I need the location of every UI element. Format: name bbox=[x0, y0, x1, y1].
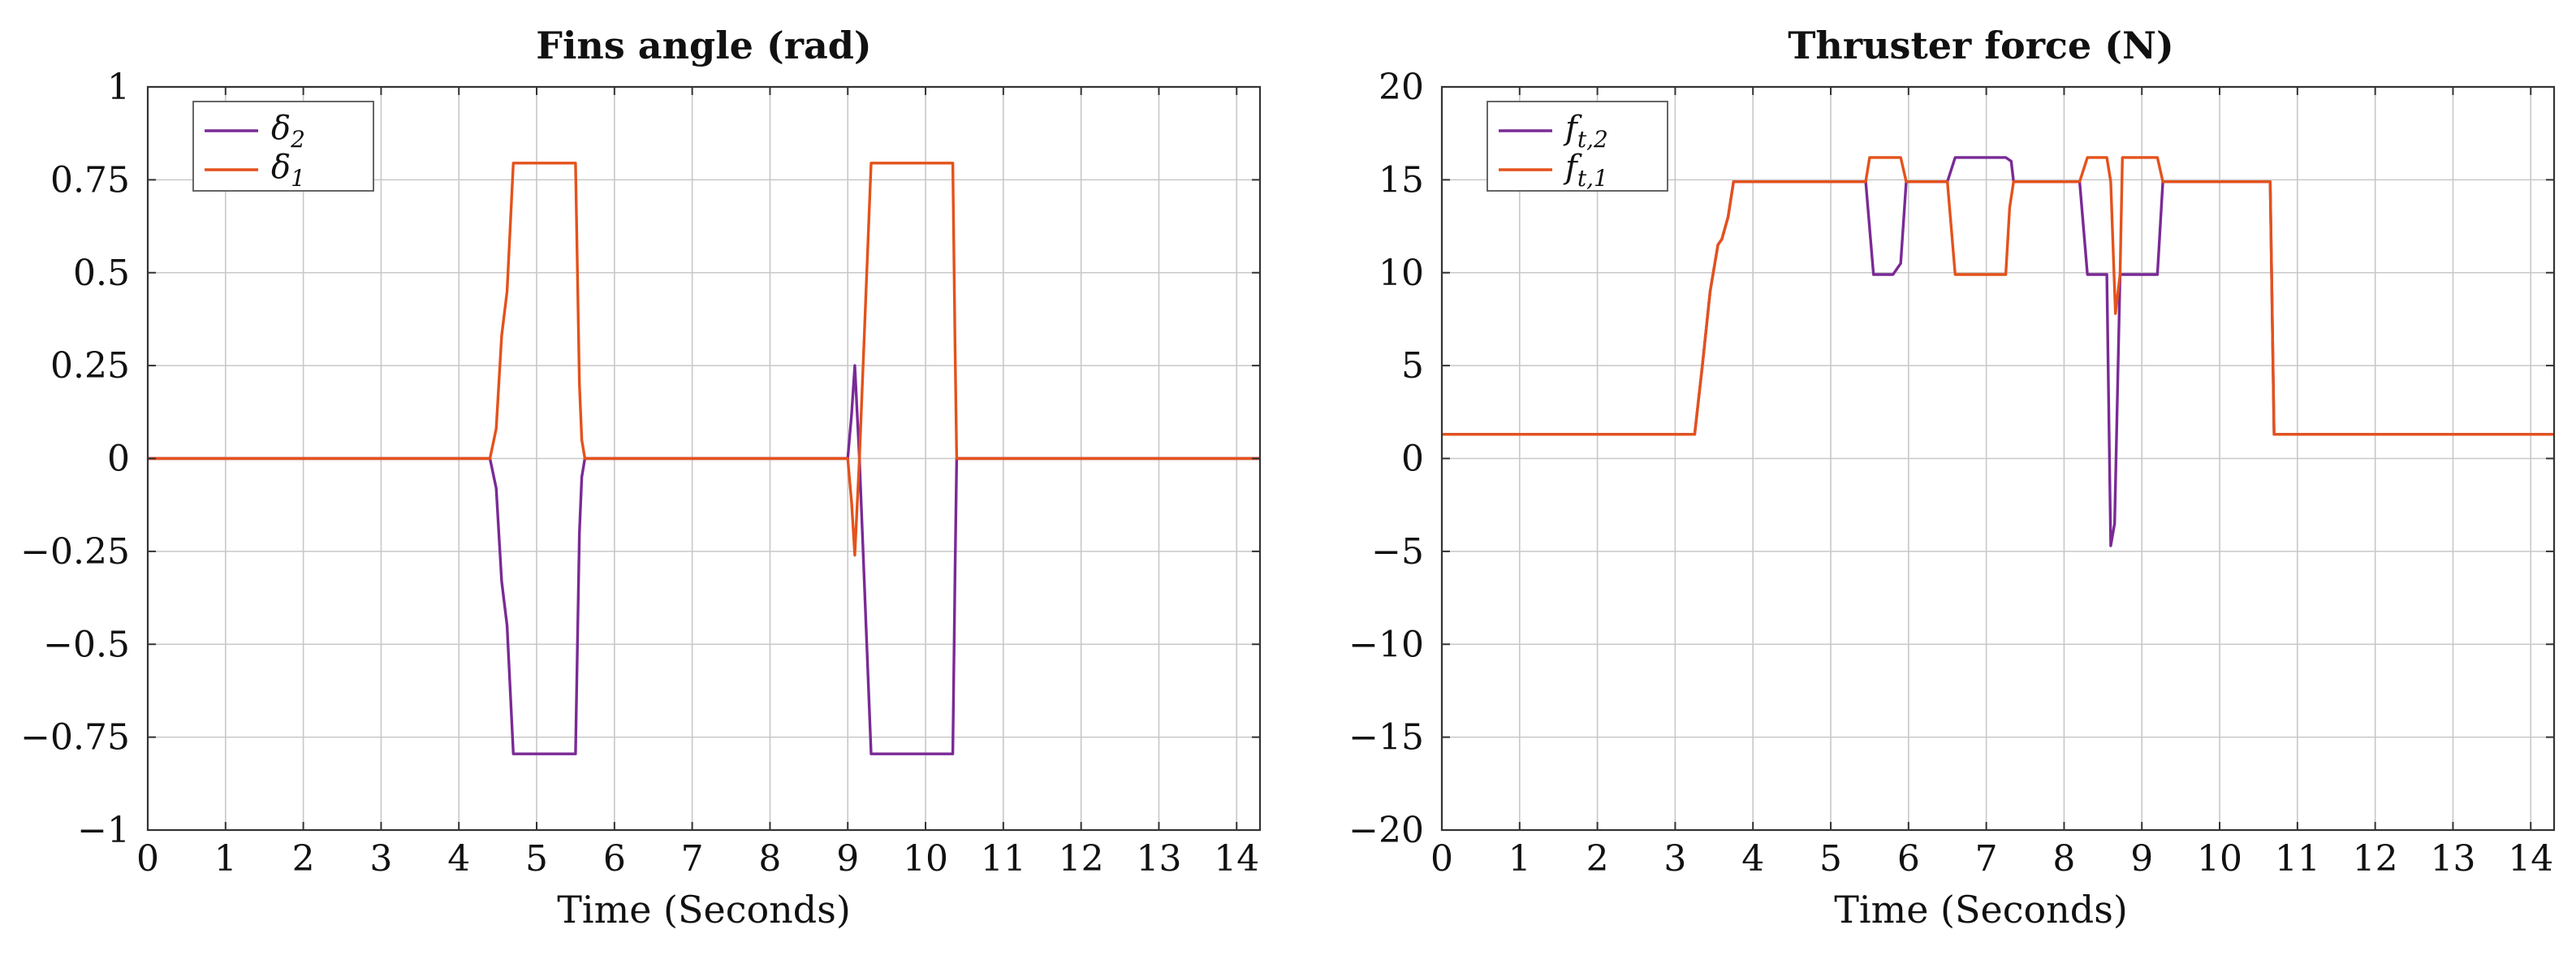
y-tick-label: −15 bbox=[1348, 717, 1424, 759]
x-tick-label: 11 bbox=[981, 838, 1026, 880]
y-tick-label: 20 bbox=[1379, 67, 1424, 108]
y-tick-label: 0.25 bbox=[50, 345, 130, 387]
y-tick-label: 1 bbox=[107, 67, 130, 108]
x-tick-label: 6 bbox=[603, 838, 626, 880]
y-tick-label: −10 bbox=[1348, 624, 1424, 665]
x-tick-label: 2 bbox=[1586, 838, 1609, 880]
x-tick-label: 3 bbox=[1663, 838, 1686, 880]
y-tick-label: 0 bbox=[1401, 439, 1424, 480]
x-tick-label: 4 bbox=[1741, 838, 1764, 880]
x-tick-label: 9 bbox=[836, 838, 859, 880]
x-tick-label: 8 bbox=[758, 838, 781, 880]
y-tick-label: 15 bbox=[1379, 159, 1424, 201]
y-tick-label: 0.5 bbox=[73, 253, 130, 294]
x-tick-label: 8 bbox=[2052, 838, 2075, 880]
x-tick-label: 13 bbox=[1136, 838, 1181, 880]
x-tick-label: 10 bbox=[903, 838, 948, 880]
chart-title: Fins angle (rad) bbox=[536, 24, 871, 67]
grid bbox=[1442, 87, 2554, 830]
x-tick-label: 4 bbox=[447, 838, 470, 880]
x-tick-label: 5 bbox=[525, 838, 548, 880]
y-tick-label: −20 bbox=[1348, 810, 1424, 851]
x-tick-label: 12 bbox=[2353, 838, 2398, 880]
series-line-2 bbox=[1442, 156, 2554, 436]
x-tick-label: 2 bbox=[292, 838, 315, 880]
ticks: 0 1 2 3 4 5 6 7 8 9 10 11 12 13 1410.750.50.250−0.25−0… bbox=[20, 67, 1260, 880]
legend: ft,2ft,1 bbox=[1486, 101, 1668, 192]
x-axis-label: Time (Seconds) bbox=[1834, 888, 2128, 932]
x-tick-label: 13 bbox=[2430, 838, 2475, 880]
x-tick-label: 14 bbox=[1214, 838, 1259, 880]
y-tick-label: 0.75 bbox=[50, 159, 130, 201]
y-tick-label: −0.75 bbox=[20, 717, 130, 759]
x-axis-label: Time (Seconds) bbox=[557, 888, 851, 932]
series-line-2 bbox=[148, 162, 1260, 557]
y-tick-label: 0 bbox=[107, 439, 130, 480]
y-tick-label: −0.25 bbox=[20, 531, 130, 573]
fins-angle-chart: Fins angle (rad) 0 1 2 3 4 5 6 7 8 9 10 11 12 13 1410.… bbox=[20, 24, 1262, 932]
legend-box bbox=[192, 101, 374, 192]
plot-lines bbox=[1442, 156, 2554, 547]
x-tick-label: 7 bbox=[681, 838, 704, 880]
x-tick-label: 0 bbox=[136, 838, 159, 880]
y-tick-label: −0.5 bbox=[43, 624, 130, 665]
y-tick-label: 10 bbox=[1379, 253, 1424, 294]
chart-title: Thruster force (N) bbox=[1788, 24, 2174, 67]
y-tick-label: 5 bbox=[1401, 345, 1424, 387]
x-tick-label: 5 bbox=[1819, 838, 1842, 880]
x-tick-label: 6 bbox=[1897, 838, 1920, 880]
x-tick-label: 10 bbox=[2197, 838, 2242, 880]
plot-lines bbox=[148, 162, 1260, 755]
x-tick-label: 11 bbox=[2275, 838, 2320, 880]
x-tick-label: 1 bbox=[214, 838, 237, 880]
x-tick-label: 1 bbox=[1508, 838, 1531, 880]
y-tick-label: −1 bbox=[77, 810, 130, 851]
x-tick-label: 3 bbox=[369, 838, 392, 880]
x-tick-label: 0 bbox=[1430, 838, 1453, 880]
thruster-force-chart: Thruster force (N) 0 1 2 3 4 5 6 7 8 9 10 11 12 13 142… bbox=[1348, 24, 2556, 932]
y-tick-label: −5 bbox=[1371, 531, 1424, 573]
legend-box bbox=[1486, 101, 1668, 192]
legend-label: δ2 bbox=[271, 110, 305, 153]
x-tick-label: 12 bbox=[1059, 838, 1104, 880]
x-tick-label: 9 bbox=[2130, 838, 2153, 880]
x-tick-label: 14 bbox=[2508, 838, 2553, 880]
x-tick-label: 7 bbox=[1975, 838, 1998, 880]
